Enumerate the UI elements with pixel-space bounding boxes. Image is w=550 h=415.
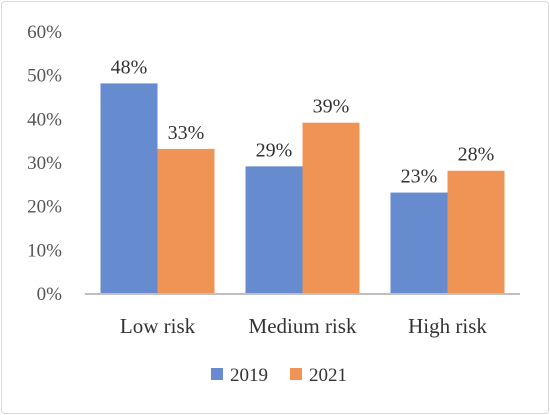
legend-label-2021: 2021	[309, 365, 347, 386]
bar-2019-medium-risk	[245, 166, 303, 293]
y-axis: 0% 10% 20% 30% 40% 50% 60%	[27, 22, 62, 305]
bar-2021-high-risk	[447, 170, 505, 293]
bar-2021-low-risk	[157, 148, 215, 293]
data-label: 23%	[401, 166, 438, 188]
data-label: 48%	[111, 56, 148, 78]
y-tick-label: 10%	[27, 240, 62, 261]
bar-2021-medium-risk	[302, 122, 360, 293]
legend-swatch-2019	[211, 368, 223, 380]
data-label: 33%	[168, 122, 205, 144]
data-label: 39%	[313, 96, 350, 118]
x-axis: Low risk Medium risk High risk	[120, 314, 488, 338]
legend-label-2019: 2019	[230, 365, 268, 386]
y-tick-label: 20%	[27, 197, 62, 218]
y-tick-label: 30%	[27, 153, 62, 174]
bars-group	[100, 83, 505, 294]
legend-swatch-2021	[290, 368, 302, 380]
x-category-label: Medium risk	[249, 314, 357, 338]
y-tick-label: 50%	[27, 66, 62, 87]
y-tick-label: 60%	[27, 22, 62, 43]
bar-2019-high-risk	[390, 192, 448, 293]
x-category-label: High risk	[408, 314, 487, 338]
x-category-label: Low risk	[120, 314, 196, 338]
bar-2019-low-risk	[100, 83, 158, 294]
data-label: 29%	[256, 139, 293, 161]
y-tick-label: 0%	[37, 284, 63, 305]
legend: 2019 2021	[211, 365, 347, 386]
data-labels-group: 48% 33% 29% 39% 23% 28%	[111, 56, 495, 187]
data-label: 28%	[458, 144, 495, 166]
y-tick-label: 40%	[27, 109, 62, 130]
